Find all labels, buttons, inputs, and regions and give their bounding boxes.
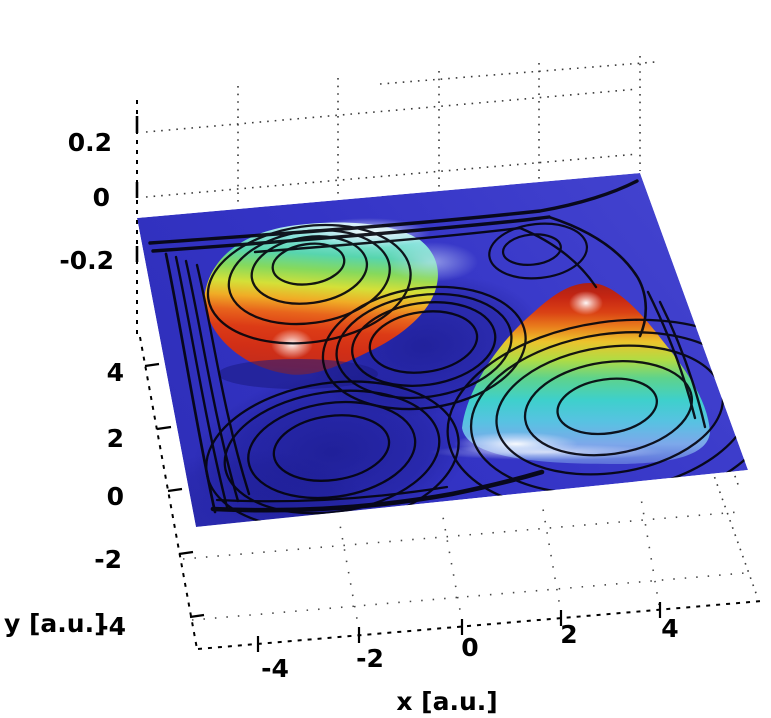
contour-family-top-right [488, 222, 589, 280]
y-tick-mark [189, 613, 205, 619]
y-tick-label: -2 [94, 545, 122, 574]
y-tick-labels: 4 2 0 -2 -4 [94, 358, 126, 641]
y-tick-label: -4 [98, 612, 126, 641]
floor-gridline [542, 508, 562, 614]
x-axis-line [197, 600, 763, 650]
x-tick-label: 4 [661, 614, 678, 643]
y-tick-label: 2 [107, 424, 124, 453]
y-axis [139, 336, 205, 650]
x-tick-label: 2 [560, 620, 577, 649]
contour-border-band [148, 179, 707, 514]
y-tick-mark [156, 425, 172, 431]
box-grid-dotted [145, 56, 758, 597]
x-tick-labels: -4 -2 0 2 4 [261, 614, 679, 683]
backwall-z-gridline [379, 61, 656, 85]
y-tick-mark [144, 362, 160, 368]
right-peak-specular-highlight [569, 291, 603, 315]
axes [135, 100, 763, 652]
y-axis-line [139, 336, 198, 650]
x-axis-label: x [a.u.] [396, 687, 497, 716]
z-tick-label: 0 [93, 183, 110, 212]
contour-family-center [321, 285, 527, 411]
saddle-glow [386, 242, 478, 282]
corner-shading [137, 450, 370, 527]
y-tick-mark [167, 487, 183, 493]
floor-gridline [191, 572, 746, 621]
x-tick-label: -4 [261, 654, 289, 683]
z-tick-labels: 0.2 0 -0.2 [59, 128, 114, 275]
floor-grid-dotted [182, 497, 746, 631]
rightwall-gridline [711, 469, 758, 597]
backwall-z-gridline [145, 153, 639, 198]
y-axis-label: y [a.u.] [4, 609, 106, 638]
floor-gridline [640, 497, 660, 606]
x-tick-label: 0 [461, 633, 478, 662]
backwall-z-gridline [145, 88, 639, 133]
y-tick-mark [178, 550, 194, 556]
y-tick-label: 0 [107, 482, 124, 511]
left-peak-dome [204, 222, 438, 375]
front-edge-glow-streak [430, 444, 666, 460]
y-tick-label: 4 [107, 358, 124, 387]
z-tick-label: 0.2 [68, 128, 112, 157]
z-tick-label: -0.2 [59, 246, 114, 275]
x-axis [197, 600, 763, 652]
floor-gridline [339, 524, 360, 631]
floor-gridline [182, 511, 739, 560]
surface-plane [137, 173, 748, 527]
floor-gridline [442, 516, 463, 622]
x-tick-label: -2 [356, 644, 384, 673]
